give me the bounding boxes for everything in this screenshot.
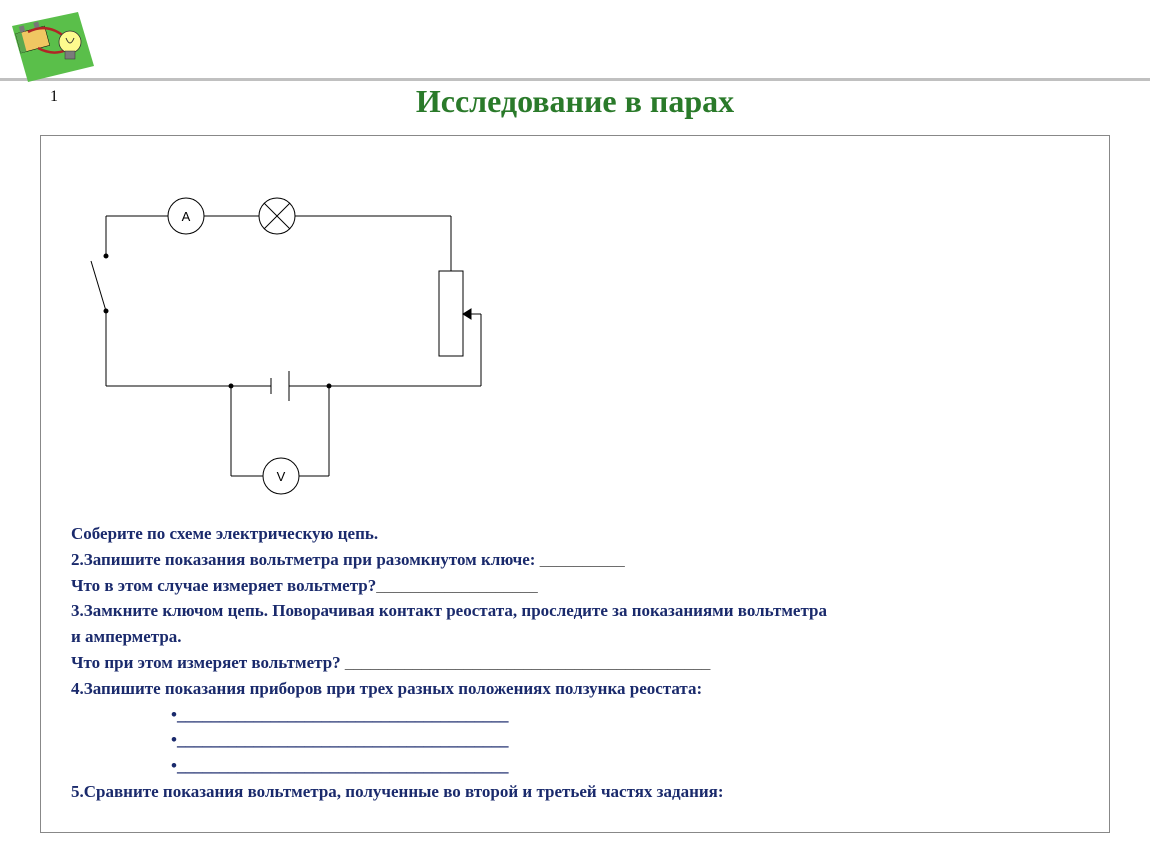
task-line-2a: 2.Запишите показания вольтметра при разо… xyxy=(71,550,540,569)
blank-2: __________ xyxy=(540,550,625,569)
task-line-6: Что при этом измеряет вольтметр? _______… xyxy=(71,651,1081,675)
task-line-7: 4.Запишите показания приборов при трех р… xyxy=(71,677,1081,701)
task-text-block: Соберите по схеме электрическую цепь. 2.… xyxy=(71,522,1081,806)
task-line-3: Что в этом случае измеряет вольтметр?___… xyxy=(71,574,1081,598)
task-line-3a: Что в этом случае измеряет вольтметр? xyxy=(71,576,376,595)
blank-3: ___________________ xyxy=(376,576,538,595)
task-line-8: 5.Сравните показания вольтметра, получен… xyxy=(71,780,1081,804)
task-line-5: и амперметра. xyxy=(71,625,1081,649)
voltmeter-label: V xyxy=(277,469,286,484)
bullet-3: •_______________________________________ xyxy=(171,754,1081,778)
task-line-4: 3.Замкните ключом цепь. Поворачивая конт… xyxy=(71,599,1081,623)
content-frame: A xyxy=(40,135,1110,833)
circuit-diagram: A xyxy=(71,176,491,506)
top-divider xyxy=(0,78,1150,81)
task-line-2: 2.Запишите показания вольтметра при разо… xyxy=(71,548,1081,572)
ammeter-label: A xyxy=(182,209,191,224)
bullet-1: •_______________________________________ xyxy=(171,703,1081,727)
page-title: Исследование в парах xyxy=(0,83,1150,120)
physics-logo xyxy=(8,8,96,84)
bullet-2: •_______________________________________ xyxy=(171,728,1081,752)
task-line-6a: Что при этом измеряет вольтметр? xyxy=(71,653,345,672)
task-line-1: Соберите по схеме электрическую цепь. xyxy=(71,522,1081,546)
blank-6: ________________________________________… xyxy=(345,653,711,672)
